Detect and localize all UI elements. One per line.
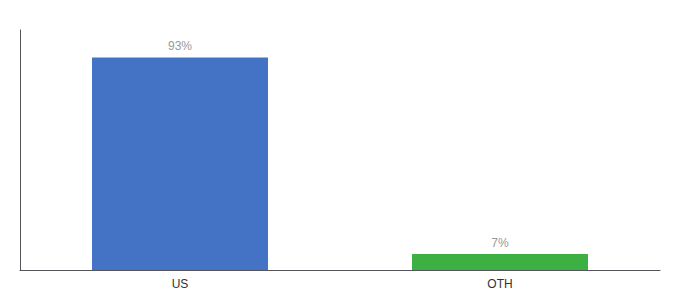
svg-text:US: US (172, 277, 189, 291)
svg-text:93%: 93% (168, 39, 192, 53)
svg-text:OTH: OTH (487, 277, 512, 291)
svg-text:7%: 7% (491, 236, 509, 250)
